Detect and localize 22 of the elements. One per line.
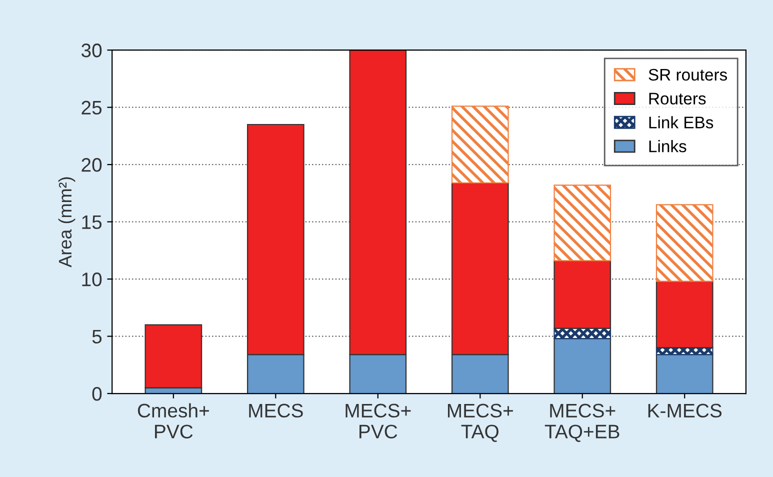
y-tick-label: 15: [82, 215, 102, 230]
bar: [656, 354, 714, 394]
y-axis-title: Area (mm²): [58, 177, 76, 268]
x-tick-label: MECS+ TAQ: [448, 404, 513, 442]
legend-label: Routers: [649, 92, 706, 105]
y-tick-label: 10: [82, 272, 102, 286]
y-tick-label: 30: [81, 44, 102, 58]
bar: [554, 260, 612, 329]
x-tick-label: MECS+ TAQ+EB: [544, 404, 620, 442]
x-tick-label: MECS+ PVC: [346, 404, 411, 438]
x-tick-label: Cmesh+ PVC: [138, 403, 209, 438]
y-tick-label: 0: [92, 386, 102, 401]
legend-label: SR routers: [648, 68, 728, 81]
y-tick-label: 5: [92, 330, 102, 344]
legend-label: Link EBs: [649, 116, 714, 128]
bar: [554, 338, 612, 394]
x-tick-label: K-MECS: [648, 404, 722, 418]
bar: [656, 280, 714, 348]
y-tick-label: 25: [82, 100, 102, 115]
legend-label: Links: [649, 140, 686, 152]
x-tick-label: MECS: [249, 404, 303, 418]
y-tick-label: 20: [82, 158, 102, 172]
